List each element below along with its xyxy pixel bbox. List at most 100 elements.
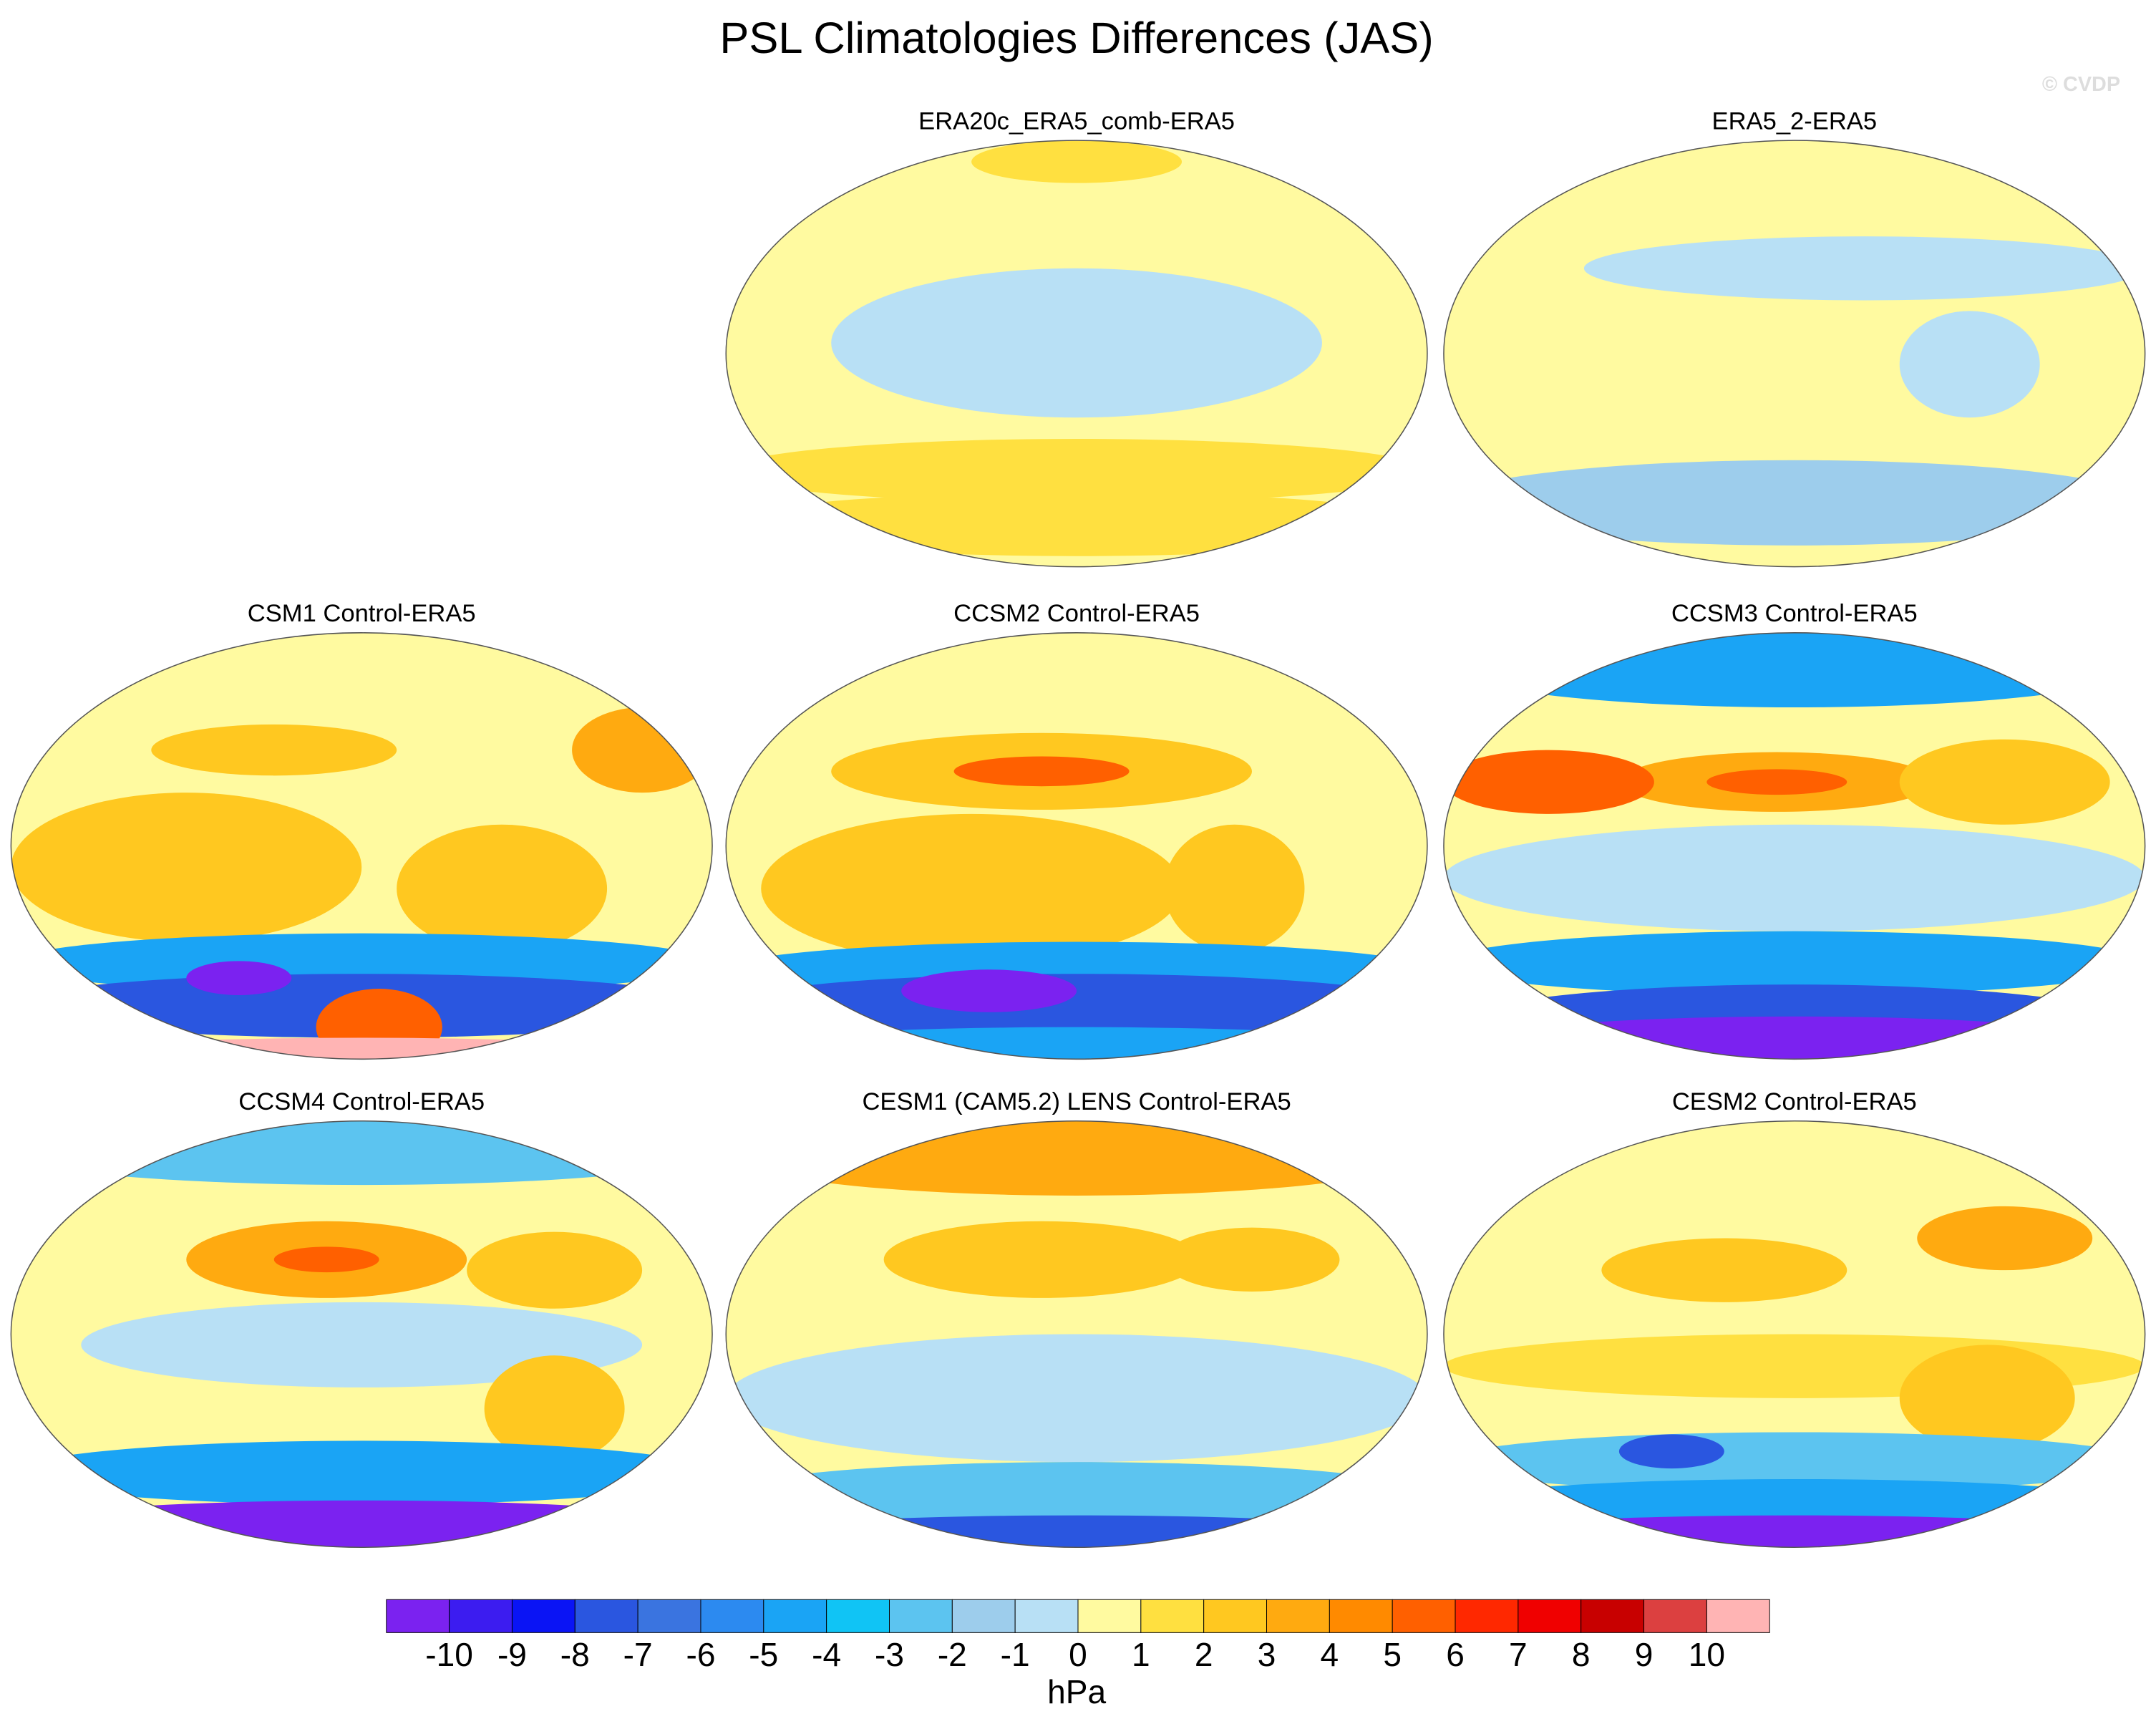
colorbar-box	[700, 1599, 764, 1633]
field-region	[1618, 1434, 1724, 1469]
colorbar-label: 3	[1258, 1636, 1276, 1673]
field-region	[883, 1221, 1200, 1298]
field-region	[726, 492, 1427, 556]
colorbar-box	[1140, 1599, 1205, 1633]
field-region	[761, 813, 1183, 964]
colorbar-label: 2	[1195, 1636, 1213, 1673]
colorbar-box	[826, 1599, 890, 1633]
field-region	[726, 438, 1427, 503]
field-region	[1899, 311, 2040, 418]
colorbar-box	[574, 1599, 638, 1633]
panel-title: CESM2 Control-ERA5	[1672, 1088, 1917, 1115]
colorbar-label: -8	[560, 1636, 590, 1673]
colorbar-box	[511, 1599, 576, 1633]
panel-title: CESM1 (CAM5.2) LENS Control-ERA5	[862, 1088, 1291, 1115]
field-region	[1899, 739, 2110, 825]
panel-title: CCSM4 Control-ERA5	[238, 1088, 485, 1115]
map-outline	[725, 140, 1428, 568]
field-region	[1443, 1432, 2145, 1492]
colorbar-box	[1455, 1599, 1519, 1633]
field-region	[1706, 769, 1847, 795]
field-region	[1443, 1016, 2145, 1060]
field-region	[1917, 1206, 2093, 1271]
panel-title: CCSM2 Control-ERA5	[953, 600, 1200, 627]
field-region	[1443, 632, 2145, 708]
field-region	[1443, 824, 2145, 931]
field-region	[726, 1027, 1427, 1060]
map-outline	[725, 632, 1428, 1060]
field-region	[11, 1440, 713, 1505]
map-outline	[1443, 632, 2146, 1060]
field-region	[484, 1355, 625, 1463]
field-region	[901, 969, 1077, 1012]
colorbar-box	[1266, 1599, 1330, 1633]
colorbar-box	[1203, 1599, 1267, 1633]
field-region	[1443, 1515, 2145, 1548]
colorbar-box	[1518, 1599, 1582, 1633]
colorbar-label: -10	[425, 1636, 473, 1673]
colorbar-box	[763, 1599, 827, 1633]
field-region	[726, 974, 1427, 1038]
colorbar-box	[449, 1599, 513, 1633]
map-outline	[725, 1120, 1428, 1549]
colorbar-label: -9	[497, 1636, 527, 1673]
colorbar-box	[386, 1599, 450, 1633]
field-region	[1583, 236, 2145, 301]
field-region	[1601, 1238, 1847, 1302]
field-region	[831, 268, 1322, 418]
field-region	[1164, 1227, 1340, 1292]
panel-title: CCSM3 Control-ERA5	[1671, 600, 1918, 627]
figure-title: PSL Climatologies Differences (JAS)	[719, 14, 1433, 63]
colorbar-box	[1580, 1599, 1645, 1633]
map-outline	[1443, 140, 2146, 568]
colorbar-box	[1706, 1599, 1770, 1633]
field-region	[1443, 931, 2145, 995]
map-panel	[1443, 140, 2145, 567]
field-region	[726, 1334, 1427, 1463]
colorbar-label: -3	[875, 1636, 904, 1673]
colorbar-label: -5	[749, 1636, 778, 1673]
field-region	[273, 1246, 379, 1273]
field-region	[971, 140, 1183, 183]
map-panel	[11, 1120, 713, 1548]
field-region	[572, 707, 713, 793]
colorbar-box	[1329, 1599, 1393, 1633]
colorbar-label: 7	[1509, 1636, 1528, 1673]
map-outline	[10, 1120, 713, 1549]
colorbar-label: 6	[1446, 1636, 1465, 1673]
field-region	[1899, 1345, 2075, 1452]
field-region	[11, 793, 362, 942]
panel-title: ERA5_2-ERA5	[1712, 107, 1878, 135]
field-region	[953, 756, 1130, 787]
colorbar-box	[951, 1599, 1016, 1633]
map-panel	[726, 1120, 1427, 1548]
field-region	[1443, 460, 2145, 546]
colorbar-box	[1392, 1599, 1456, 1633]
colorbar-box	[1643, 1599, 1707, 1633]
colorbar-label: 9	[1635, 1636, 1654, 1673]
field-region	[11, 1120, 713, 1186]
colorbar-box	[1077, 1599, 1142, 1633]
colorbar-label: -6	[686, 1636, 715, 1673]
field-region	[1443, 1478, 2145, 1531]
field-region	[186, 961, 292, 995]
colorbar-label: 0	[1069, 1636, 1087, 1673]
field-region	[726, 1515, 1427, 1548]
colorbar-label: -7	[623, 1636, 653, 1673]
colorbar-label: 1	[1132, 1636, 1150, 1673]
colorbar-label: 10	[1689, 1636, 1725, 1673]
map-panel	[726, 632, 1427, 1060]
colorbar-box	[889, 1599, 953, 1633]
map-panel	[1443, 632, 2145, 1060]
colorbar-box	[1014, 1599, 1079, 1633]
map-panel	[1443, 1120, 2145, 1548]
map-panel	[11, 632, 713, 1060]
colorbar-unit: hPa	[1047, 1673, 1106, 1710]
watermark: © CVDP	[2042, 73, 2120, 96]
field-region	[1164, 824, 1305, 953]
map-panel	[726, 140, 1427, 567]
field-region	[726, 1120, 1427, 1196]
colorbar-label: -4	[812, 1636, 841, 1673]
field-region	[726, 1462, 1427, 1526]
